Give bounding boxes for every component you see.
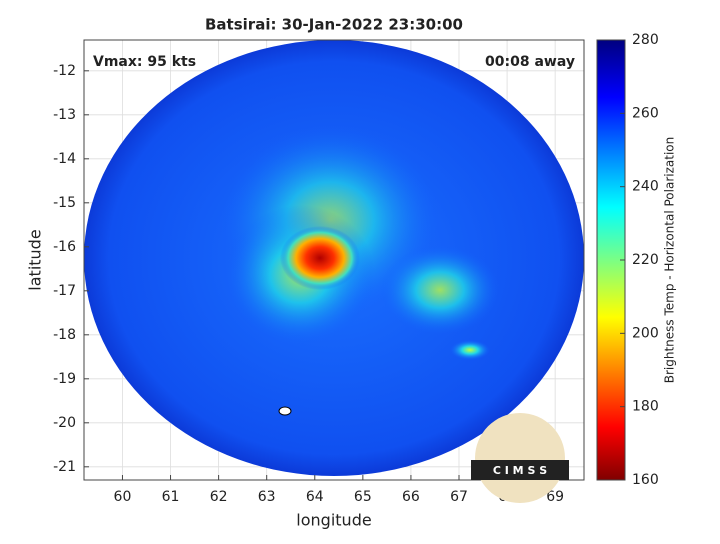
y-tick-label: -12 — [53, 63, 76, 79]
colorbar-label: Brightness Temp - Horizontal Polarizatio… — [663, 137, 677, 384]
colorbar-tick-label: 260 — [632, 105, 659, 121]
logo-text: C I M S S — [493, 464, 547, 477]
y-tick-label: -15 — [53, 195, 76, 211]
annotation: 00:08 away — [485, 54, 575, 70]
y-tick-label: -16 — [53, 239, 76, 255]
x-tick-label: 63 — [258, 489, 276, 505]
x-tick-label: 65 — [354, 489, 372, 505]
y-tick-label: -13 — [53, 107, 76, 123]
y-tick-label: -14 — [53, 151, 76, 167]
x-tick-label: 61 — [162, 489, 180, 505]
y-tick-label: -17 — [53, 283, 76, 299]
y-tick-label: -18 — [53, 327, 76, 343]
y-tick-label: -21 — [53, 459, 76, 475]
x-tick-label: 67 — [450, 489, 468, 505]
x-tick-label: 60 — [114, 489, 132, 505]
colorbar-tick-label: 180 — [632, 399, 659, 415]
chart-title: Batsirai: 30-Jan-2022 23:30:00 — [205, 16, 463, 34]
colorbar-tick-label: 160 — [632, 472, 659, 488]
colorbar-tick-label: 200 — [632, 325, 659, 341]
axes: 60616263646566676869-21-20-19-18-17-16-1… — [53, 63, 564, 505]
annotation: Vmax: 95 kts — [93, 54, 196, 70]
satellite-image — [84, 40, 584, 476]
plot-frame — [83, 39, 585, 481]
colorbar-tick-label: 240 — [632, 179, 659, 195]
colorbar-axis: 160 180 200 220 240 260 280 — [620, 32, 659, 488]
y-axis-label: latitude — [26, 229, 45, 290]
colorbar-tick-label: 280 — [632, 32, 659, 48]
x-tick-label: 64 — [306, 489, 324, 505]
x-tick-label: 62 — [210, 489, 228, 505]
y-tick-label: -20 — [53, 415, 76, 431]
x-tick-label: 69 — [546, 489, 564, 505]
logo: C I M S S — [471, 413, 569, 503]
colorbar-tick-label: 220 — [632, 252, 659, 268]
x-axis-label: longitude — [296, 511, 371, 530]
y-tick-label: -19 — [53, 371, 76, 387]
x-tick-label: 66 — [402, 489, 420, 505]
